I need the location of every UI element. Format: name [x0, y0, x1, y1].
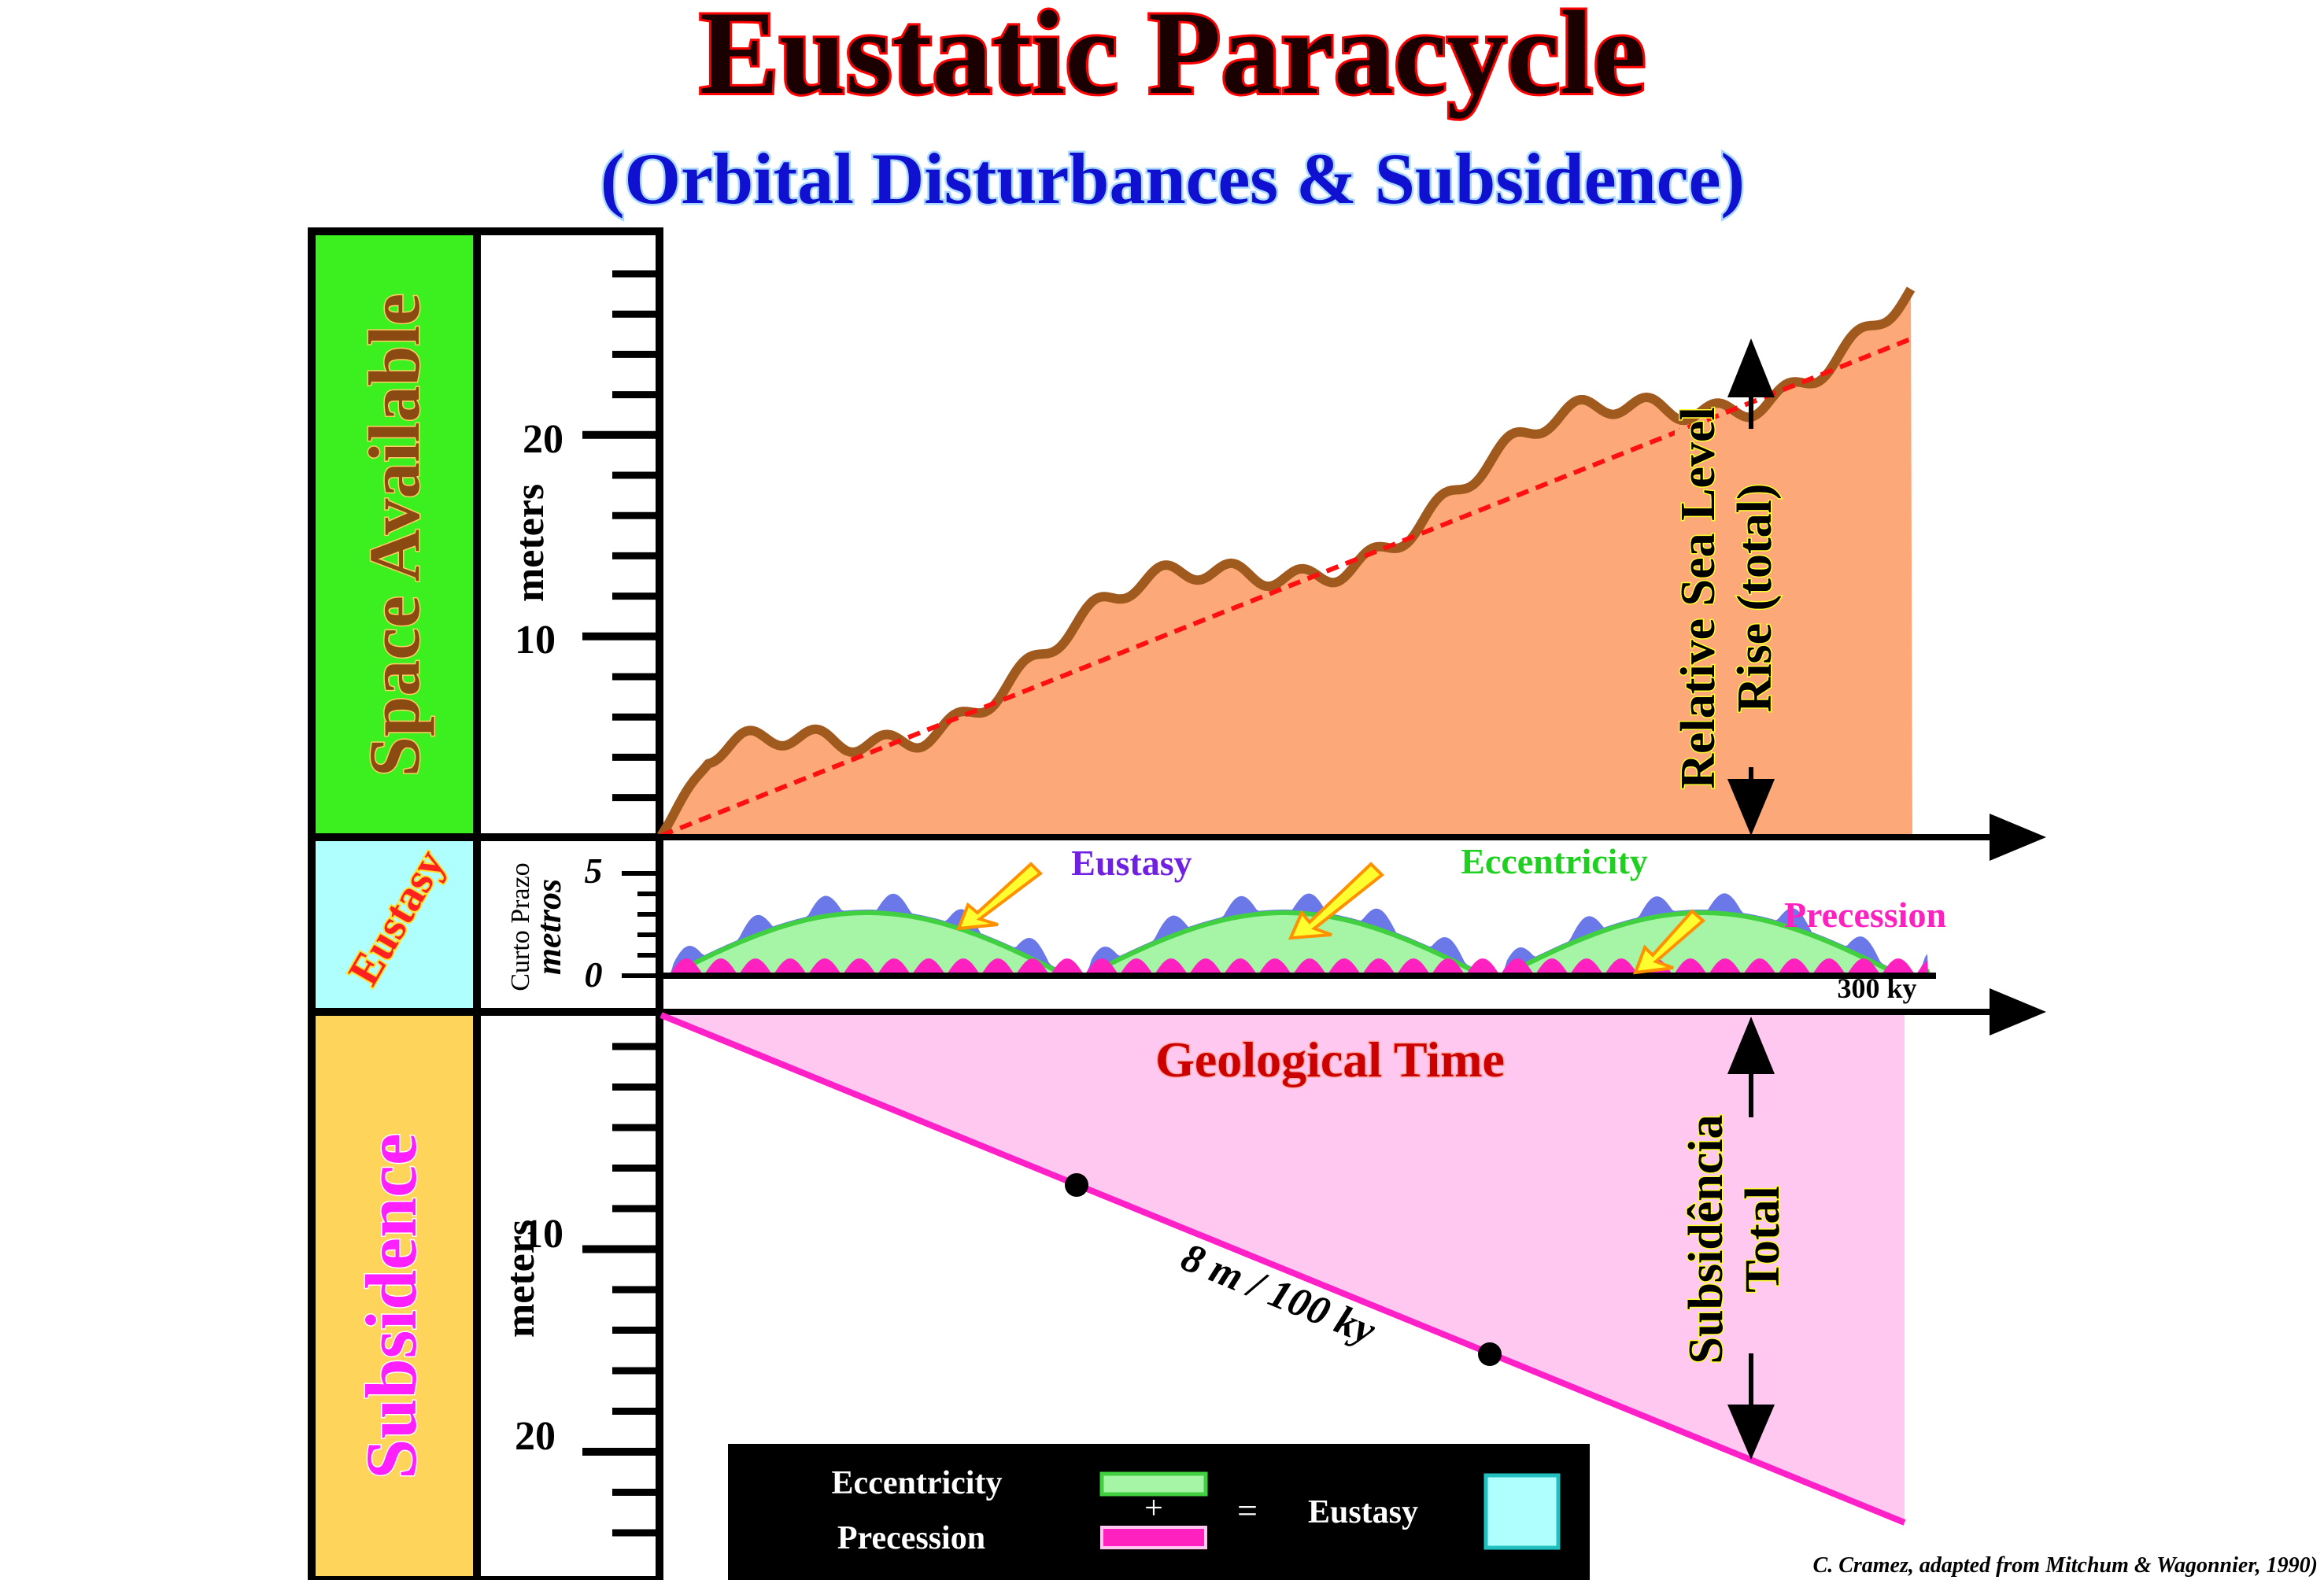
- legend-plus: +: [1144, 1490, 1163, 1526]
- legend-eccentricity-swatch: [1099, 1471, 1208, 1497]
- subsidence-marker-200ky: [1478, 1342, 1502, 1366]
- middle-tick-label-5: 5: [585, 851, 603, 891]
- relative-sea-level-fill: [661, 289, 1912, 837]
- page-title: Eustatic Paracycle: [700, 0, 1646, 119]
- relative-sea-level-label-line2: Rise (total): [1728, 484, 1782, 713]
- page-subtitle: (Orbital Disturbances & Subsidence): [600, 138, 1745, 219]
- upper-axis-ticks: [582, 270, 660, 802]
- eccentricity-curve-label: Eccentricity: [1461, 841, 1648, 881]
- subsidence-total-label-line2: Total: [1736, 1186, 1790, 1293]
- credit-text: C. Cramez, adapted from Mitchum & Wagonn…: [1813, 1553, 2318, 1578]
- subsidence-arrow-head-down: [1727, 1405, 1775, 1460]
- upper-time-axis-arrow-icon: [1990, 814, 2046, 861]
- middle-axis-units-line2: metros: [530, 879, 568, 975]
- subsidence-arrow-head-up: [1727, 1017, 1775, 1074]
- geological-time-label: Geological Time: [1155, 1032, 1505, 1087]
- middle-axis-ticks: [622, 871, 660, 978]
- upper-axis-units: meters: [508, 484, 552, 602]
- legend-eccentricity: Eccentricity: [832, 1465, 1003, 1501]
- upper-tick-label-20: 20: [523, 417, 563, 462]
- subsidence-column: [308, 1008, 481, 1580]
- middle-axis-units-line1: Curto Prazo: [506, 862, 535, 991]
- time-end-label: 300 ky: [1837, 973, 1916, 1004]
- legend-eustasy: Eustasy: [1308, 1494, 1418, 1530]
- precession-pointer-icon: [1632, 909, 1706, 975]
- precession-curve-label: Precession: [1784, 895, 1946, 935]
- lower-axis-units: meters: [498, 1220, 543, 1338]
- legend-eustasy-swatch: [1483, 1473, 1561, 1550]
- lower-axis-ticks: [582, 1043, 660, 1537]
- eustasy-pointer-icon: [955, 862, 1044, 931]
- legend-precession-swatch: [1100, 1526, 1207, 1549]
- legend-precession: Precession: [837, 1520, 985, 1556]
- subsidence-label: Subsidence: [351, 1133, 431, 1479]
- relative-sea-level-label-line1: Relative Sea Level: [1672, 407, 1725, 789]
- lower-tick-label-20: 20: [515, 1414, 556, 1459]
- subsidence-line: [660, 1012, 1906, 1526]
- lower-time-axis-arrow-icon: [1990, 988, 2046, 1035]
- eccentricity-pointer-icon: [1288, 862, 1385, 940]
- axis-column: [473, 227, 663, 1580]
- legend-equals: =: [1237, 1490, 1258, 1530]
- subsidence-marker-100ky: [1065, 1173, 1088, 1197]
- space-available-label: Space Available: [354, 293, 434, 777]
- arrow-head-down: [1727, 779, 1775, 836]
- arrow-head-up: [1727, 338, 1775, 397]
- legend-box: [728, 1444, 1590, 1580]
- space-available-column: [308, 227, 481, 841]
- lower-tick-label-10: 10: [523, 1212, 563, 1257]
- subsidence-total-label-line1: Subsidência: [1679, 1114, 1733, 1364]
- relative-sea-level-curve: [657, 286, 1916, 839]
- upper-tick-label-10: 10: [515, 618, 556, 663]
- eustasy-curve-label: Eustasy: [1071, 843, 1192, 883]
- precession-curve-fill: [670, 958, 1928, 974]
- middle-tick-label-0: 0: [585, 954, 603, 995]
